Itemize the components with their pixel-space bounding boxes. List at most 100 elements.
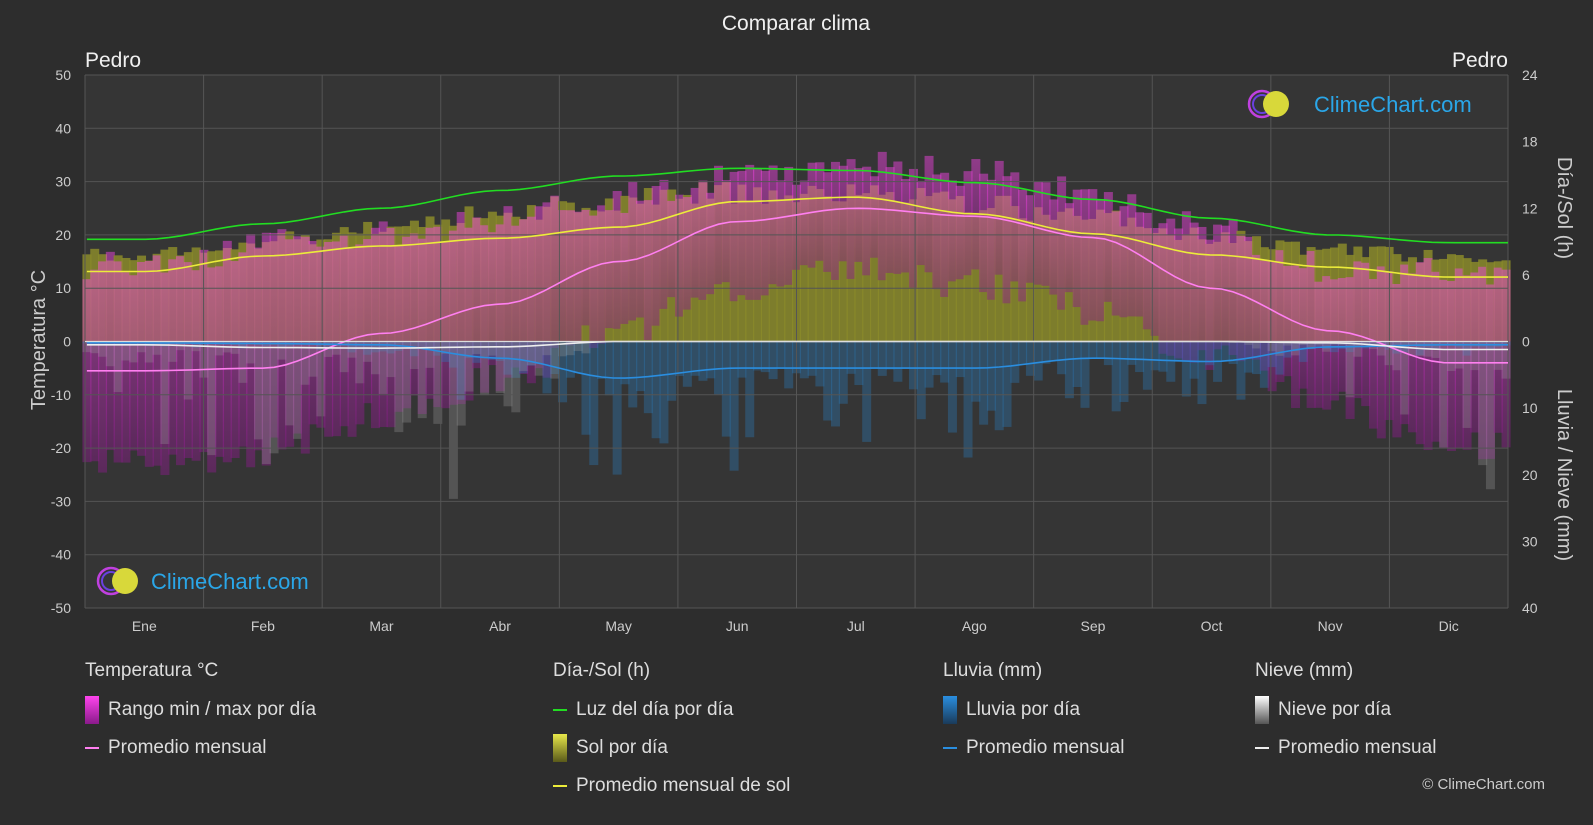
right-top-tick-label: 12 (1522, 200, 1538, 216)
temp-range-bar (908, 168, 918, 288)
temp-range-bar (160, 272, 170, 476)
rain-bar (1049, 341, 1059, 361)
snow-bar (402, 341, 412, 423)
temp-range-bar (230, 261, 240, 459)
rain-bar (729, 341, 739, 471)
snow-bar (253, 341, 263, 440)
snow-bar (363, 341, 373, 362)
temp-range-bar (620, 212, 630, 324)
temp-range-bar (862, 166, 872, 276)
month-label: Nov (1318, 618, 1343, 634)
temp-range-bar (784, 166, 794, 285)
temp-range-bar (1018, 189, 1028, 302)
temp-range-bar (916, 180, 926, 266)
temp-range-bar (316, 246, 326, 428)
left-tick-label: -50 (51, 600, 71, 616)
temp-range-bar (1439, 279, 1449, 448)
snow-bar (558, 341, 568, 357)
snow-bar (316, 341, 326, 417)
month-label: Ago (962, 618, 987, 634)
temp-range-bar (986, 179, 996, 300)
rain-bar (1174, 341, 1184, 362)
temp-range-bar (682, 197, 692, 310)
month-label: Sep (1080, 618, 1105, 634)
rain-bar (776, 341, 786, 369)
rain-bar (402, 341, 412, 347)
rain-bar (768, 341, 778, 380)
temp-range-bar (1368, 279, 1378, 429)
snow-bar (1267, 341, 1277, 352)
month-label: Jul (847, 618, 865, 634)
snow-bar (433, 341, 443, 424)
left-axis-label: Temperatura °C (28, 270, 50, 410)
rain-bar (714, 341, 724, 395)
rain-bar (1291, 341, 1301, 352)
rain-bar (378, 341, 388, 352)
rain-bar (753, 341, 763, 371)
rain-bar (589, 341, 599, 466)
rain-bar (519, 341, 529, 374)
temp-range-bar (534, 206, 544, 369)
temp-range-bar (1259, 260, 1269, 371)
rain-bar (308, 341, 318, 345)
snow-avg-swatch (1255, 747, 1269, 749)
temp-range-bar (386, 227, 396, 428)
rain-bar (760, 341, 770, 373)
rain-bar (1150, 341, 1160, 371)
snow-bar (487, 341, 497, 356)
right-top-tick-label: 24 (1522, 67, 1538, 83)
temp-range-bar (1306, 251, 1316, 408)
temp-range-bar (1392, 283, 1402, 438)
legend-title-rain: Lluvia (mm) (943, 660, 1043, 681)
temp-range-bar (246, 234, 256, 468)
temp-range-bar (1252, 254, 1262, 360)
temp-range-bar (550, 195, 560, 349)
temp-range-bar (651, 186, 661, 326)
temp-range-bar (98, 261, 108, 473)
rain-bar (994, 341, 1004, 431)
rain-bar (799, 341, 809, 379)
temp-range-bar (1353, 261, 1363, 399)
temp-range-bar (1174, 228, 1184, 359)
rain-bar (979, 341, 989, 425)
rain-bar (1205, 341, 1215, 366)
legend-item-snow-daily: Nieve por día (1255, 696, 1436, 724)
temp-range-bar (1431, 271, 1441, 442)
snow-bar (370, 341, 380, 375)
plot-area (82, 74, 1511, 609)
snow-bar (269, 341, 279, 454)
logo-sun-icon (112, 568, 138, 594)
right-axis-top-label: Día-/Sol (h) (1553, 157, 1575, 259)
snow-bar (386, 341, 396, 378)
rain-bar (316, 341, 326, 350)
left-tick-label: 40 (55, 120, 71, 136)
snow-bar (152, 341, 162, 355)
left-tick-label: 30 (55, 174, 71, 190)
snow-bar (207, 341, 217, 456)
rain-bar (784, 341, 794, 389)
temp-range-bar (721, 180, 731, 283)
rain-avg-swatch (943, 747, 957, 749)
rain-bar (1189, 341, 1199, 379)
legend-temperature: Temperatura °C Rango min / max por día P… (85, 660, 316, 774)
temp-avg-line (86, 207, 1508, 372)
rain-bar (877, 341, 887, 376)
legend-item-sunshine: Sol por día (553, 734, 790, 762)
snow-bar (355, 341, 365, 384)
rain-bar (971, 341, 981, 402)
month-label: Ene (132, 618, 157, 634)
month-label: Feb (251, 618, 275, 634)
snow-bar (542, 341, 552, 356)
rain-bar (838, 341, 848, 404)
month-label: Mar (369, 618, 393, 634)
temp-range-bar (1150, 227, 1160, 336)
sunshine-bar (971, 212, 981, 342)
temp-range-bar (628, 181, 638, 321)
rain-bar (558, 341, 568, 403)
right-axis-ticks: 24 18 12 6 0 10 20 30 40 (1522, 67, 1538, 616)
rain-bar (1337, 341, 1347, 349)
rain-bar (160, 341, 170, 347)
temp-range-bar (1142, 212, 1152, 330)
temp-range-bar (589, 215, 599, 348)
snow-bar (277, 341, 287, 360)
